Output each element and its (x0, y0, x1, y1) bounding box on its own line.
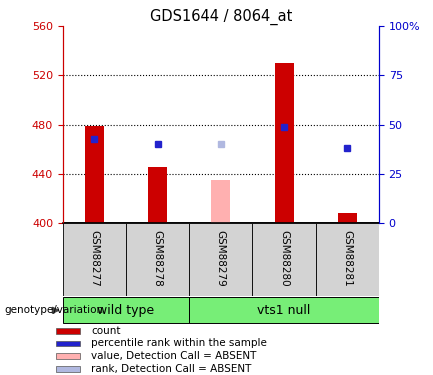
Text: rank, Detection Call = ABSENT: rank, Detection Call = ABSENT (91, 364, 251, 374)
Bar (252, 223, 316, 296)
Text: vts1 null: vts1 null (257, 304, 311, 317)
Bar (189, 297, 379, 323)
Text: count: count (91, 326, 120, 336)
Bar (338, 213, 357, 223)
Bar (148, 166, 167, 223)
Bar (211, 180, 230, 223)
Bar (56, 328, 80, 333)
Text: wild type: wild type (97, 304, 155, 317)
Text: GSM88277: GSM88277 (89, 230, 100, 286)
Text: GSM88278: GSM88278 (152, 230, 163, 286)
Text: GSM88279: GSM88279 (216, 230, 226, 286)
Bar (316, 223, 379, 296)
Bar (56, 353, 80, 359)
Text: GSM88281: GSM88281 (342, 230, 352, 286)
Text: percentile rank within the sample: percentile rank within the sample (91, 338, 267, 348)
Bar (275, 63, 294, 223)
Bar (56, 366, 80, 372)
Bar (85, 126, 104, 223)
Bar (63, 297, 189, 323)
Bar (56, 340, 80, 346)
Bar (126, 223, 189, 296)
Text: value, Detection Call = ABSENT: value, Detection Call = ABSENT (91, 351, 256, 361)
Text: GSM88280: GSM88280 (279, 230, 289, 286)
Bar (189, 223, 252, 296)
Bar (63, 223, 126, 296)
Title: GDS1644 / 8064_at: GDS1644 / 8064_at (150, 9, 292, 25)
Text: genotype/variation: genotype/variation (4, 305, 103, 315)
